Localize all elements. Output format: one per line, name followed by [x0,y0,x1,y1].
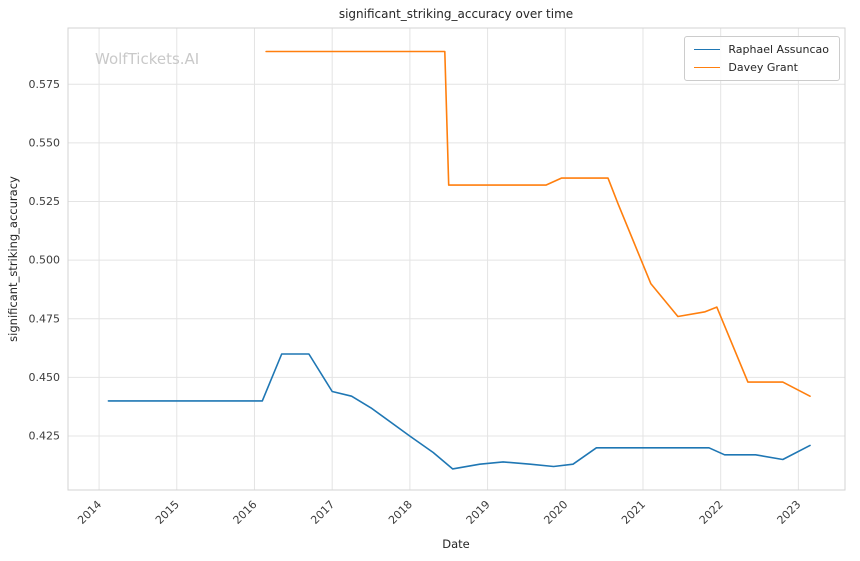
plot-border [67,27,846,491]
y-tick-label: 0.525 [29,195,61,208]
y-tick-label: 0.500 [29,254,61,267]
y-tick-label: 0.425 [29,430,61,443]
y-tick-label: 0.550 [29,136,61,149]
y-tick-label: 0.475 [29,312,61,325]
legend-item: Raphael Assuncao [694,44,829,55]
legend-label: Raphael Assuncao [728,43,829,56]
x-tick-label: 2017 [308,498,337,527]
x-tick-label: 2023 [775,498,804,527]
x-tick-label: 2022 [697,498,726,527]
x-tick-label: 2015 [153,498,182,527]
x-tick-label: 2014 [75,498,104,527]
chart-title: significant_striking_accuracy over time [339,7,573,21]
x-tick-label: 2018 [386,498,415,527]
y-axis-label: significant_striking_accuracy [6,176,20,342]
watermark: WolfTickets.AI [95,50,199,68]
x-axis-label: Date [442,537,470,551]
x-tick-label: 2019 [464,498,493,527]
x-tick-label: 2020 [541,498,570,527]
legend-label: Davey Grant [728,61,798,74]
y-tick-label: 0.450 [29,371,61,384]
x-tick-label: 2021 [619,498,648,527]
series-line-swatch [694,49,721,50]
y-tick-label: 0.575 [29,78,61,91]
series-line [265,50,811,398]
legend: Raphael Assuncao Davey Grant [684,36,840,81]
series-line [107,353,811,470]
x-tick-label: 2016 [231,498,260,527]
series-line-swatch [694,67,721,68]
legend-item: Davey Grant [694,62,829,73]
